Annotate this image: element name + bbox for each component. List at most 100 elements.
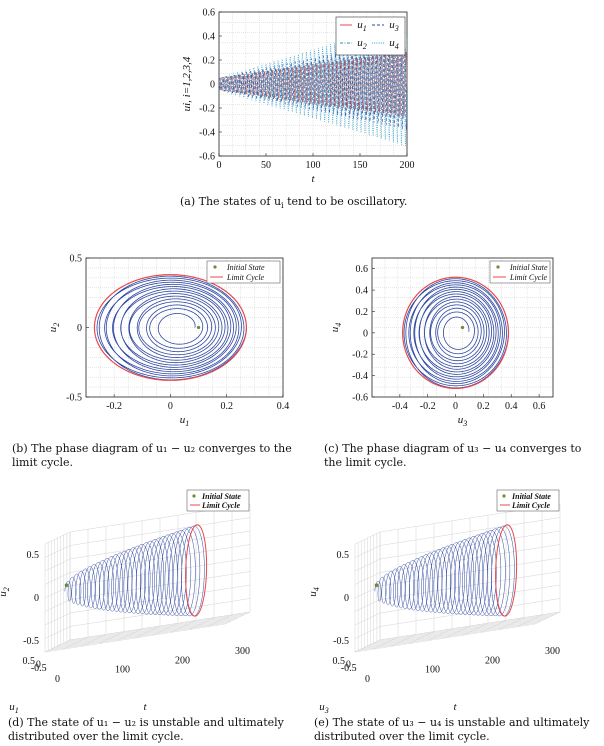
initial-state-marker — [374, 583, 379, 587]
x-tick-label: -0.5 — [341, 663, 357, 674]
trajectory — [403, 278, 509, 389]
caption-d: (d) The state of u₁ − u₂ is unstable and… — [8, 716, 284, 743]
legend-entry-cycle: Limit Cycle — [201, 501, 240, 510]
caption-e: (e) The state of u₃ − u₄ is unstable and… — [314, 716, 590, 743]
y-tick-label: 0.5 — [337, 550, 350, 561]
series-u1 — [218, 51, 408, 117]
legend-entry-cycle: Limit Cycle — [509, 273, 548, 282]
grid-line — [69, 544, 251, 573]
grid-line — [376, 613, 557, 642]
y-tick-label: 0.4 — [356, 286, 369, 297]
grid-line — [51, 620, 232, 650]
caption-b: (b) The phase diagram of u₁ − u₂ converg… — [12, 442, 292, 469]
y-tick-label: 0 — [344, 593, 349, 604]
grid-line — [354, 623, 536, 653]
z-axis-label: t — [453, 701, 457, 713]
z-tick-label: 300 — [235, 646, 250, 657]
grid-line — [367, 617, 548, 647]
grid-line — [379, 598, 561, 627]
z-tick-label: 300 — [545, 646, 560, 657]
legend-box — [496, 489, 560, 512]
z-tick-label: 200 — [485, 655, 500, 666]
x-tick-label: 0 — [36, 660, 41, 671]
grid-line — [63, 614, 244, 644]
y-tick-label: 0.4 — [203, 32, 216, 43]
caption-c: (c) The phase diagram of u₃ − u₄ converg… — [324, 442, 582, 469]
grid-line — [361, 620, 542, 650]
y-axis-label: u4 — [307, 587, 321, 597]
x-tick-label: 200 — [400, 160, 415, 171]
x-tick-label: 50 — [261, 160, 271, 171]
x-axis-label: u1 — [9, 701, 19, 715]
caption-a: (a) The states of ui tend to be oscillat… — [180, 195, 408, 211]
z-tick-label: 200 — [175, 655, 190, 666]
x-tick-label: 100 — [306, 160, 321, 171]
grid-line — [373, 614, 554, 644]
z-tick-label: 100 — [115, 665, 130, 676]
y-tick-label: -0.6 — [199, 152, 215, 163]
legend-swatch-initial — [496, 265, 500, 269]
legend-entry-initial: Initial State — [509, 263, 548, 272]
legend: u1 u2 u3 u4 — [335, 16, 406, 56]
chart-c: -0.4 -0.2 0 0.2 0.4 0.6 -0.6 -0.4 -0.2 0 0.2 0.4 0.6… — [329, 257, 554, 428]
initial-state-marker — [196, 325, 201, 330]
x-tick-label: -0.4 — [392, 401, 408, 412]
chart-b: -0.2 0 0.2 0.4 -0.5 0 0.5 u1 u2 Initial StateLimi… — [47, 254, 289, 429]
grid-line — [66, 613, 247, 642]
y-tick-label: 0.2 — [203, 56, 216, 67]
x-tick-label: 0.2 — [220, 401, 233, 412]
box-grid — [44, 503, 251, 653]
y-tick-label: -0.5 — [23, 636, 39, 647]
grid-line — [379, 584, 561, 614]
y-tick-label: 0.5 — [70, 254, 83, 265]
y-tick-label: -0.5 — [66, 393, 82, 404]
limit-cycle — [402, 276, 510, 390]
y-tick-label: -0.4 — [352, 371, 368, 382]
y-tick-label: 0.5 — [27, 550, 40, 561]
limit-cycle — [185, 524, 208, 617]
y-tick-label: 0.6 — [356, 264, 369, 275]
x-tick-label: -0.2 — [420, 401, 436, 412]
x-tick-label: 0.5 — [23, 656, 36, 667]
legend-swatch-initial — [213, 265, 217, 269]
legend-entry-u4: u4 — [389, 37, 399, 51]
legend-entry-initial: Initial State — [511, 492, 551, 501]
y-axis-label: u2 — [47, 323, 61, 333]
y-tick-label: 0 — [210, 80, 215, 91]
grid-line — [69, 611, 251, 641]
initial-state-marker — [64, 583, 69, 587]
grid-line — [364, 619, 545, 648]
grid-line — [57, 617, 238, 647]
x-axis-label: u3 — [458, 414, 468, 428]
legend-entry-u2: u2 — [357, 37, 367, 51]
x-tick-label: -0.5 — [31, 663, 47, 674]
y-tick-label: 0 — [77, 323, 82, 334]
x-tick-label: 0.2 — [477, 401, 490, 412]
x-tick-label: 0.6 — [533, 401, 546, 412]
y-tick-label: -0.4 — [199, 128, 215, 139]
legend-box — [186, 489, 250, 512]
x-axis-label: t — [311, 173, 315, 185]
legend-entry-initial: Initial State — [226, 263, 265, 272]
x-tick-label: -0.2 — [106, 401, 122, 412]
y-axis-label: ui, i=1,2,3,4 — [181, 56, 193, 111]
grid-line — [379, 517, 561, 546]
chart-d: 0.50-0.50.50-0.50100200300u1u2tInitial S… — [0, 489, 251, 715]
y-tick-label: -0.2 — [199, 104, 215, 115]
x-tick-label: 0 — [217, 160, 222, 171]
z-axis-label: t — [143, 701, 147, 713]
legend-box — [335, 16, 406, 56]
grid-line — [44, 623, 226, 653]
grid-line — [60, 616, 241, 645]
legend-entry-cycle: Limit Cycle — [511, 501, 550, 510]
legend-swatch-initial — [502, 494, 506, 498]
grid-line — [54, 619, 235, 648]
trajectory — [64, 525, 205, 617]
x-tick-label: 0 — [453, 401, 458, 412]
